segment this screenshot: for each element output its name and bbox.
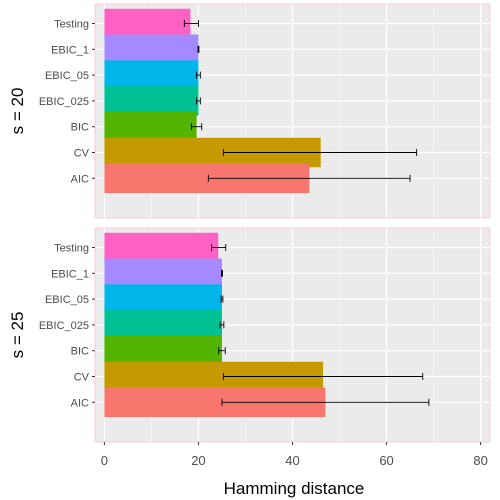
panel-label: s = 25: [8, 312, 27, 359]
error-bar-ebic-05: [220, 295, 224, 303]
x-tick-label: 60: [379, 453, 393, 468]
y-tick-label: EBIC_05: [45, 294, 89, 306]
panel-label: s = 20: [8, 88, 27, 135]
y-tick-label: CV: [74, 148, 90, 160]
error-bar-bic: [190, 123, 203, 131]
x-tick-label: 0: [101, 453, 108, 468]
error-bar-cv: [222, 373, 424, 380]
bar-testing: [104, 232, 219, 263]
bar-bic: [104, 111, 197, 142]
error-bar-testing: [211, 244, 227, 251]
error-bar-aic: [207, 174, 411, 182]
y-tick-label: AIC: [71, 173, 89, 185]
error-bar-ebic-1: [221, 269, 223, 277]
y-tick-label: CV: [74, 372, 90, 384]
error-bar-ebic-025: [196, 97, 201, 105]
bar-ebic-1: [104, 258, 222, 289]
bar-ebic-025: [104, 86, 199, 116]
x-tick-label: 20: [191, 453, 205, 468]
panel-strip-labels: s = 20 s = 25: [8, 88, 27, 359]
bar-ebic-1: [104, 34, 199, 65]
y-tick-label: BIC: [71, 122, 89, 134]
bar-ebic-025: [104, 310, 222, 340]
x-tick-label: 40: [285, 453, 299, 468]
error-bar-cv: [222, 149, 418, 156]
y-tick-label: Testing: [54, 19, 89, 31]
error-bar-ebic-1: [197, 45, 200, 53]
y-tick-label: EBIC_05: [45, 70, 89, 82]
y-tick-label: AIC: [71, 397, 89, 409]
error-bar-bic: [218, 347, 226, 355]
bar-bic: [104, 335, 222, 366]
x-axis-label: Hamming distance: [224, 479, 365, 498]
x-tick-label: 80: [473, 453, 487, 468]
panel-1: Testing EBIC_1 EBIC_05 EBIC_025 BIC CV AIC: [39, 3, 491, 219]
bar-ebic-05: [104, 60, 199, 90]
bar-testing: [104, 8, 191, 39]
y-tick-label: EBIC_1: [51, 268, 89, 280]
y-tick-label: BIC: [71, 346, 89, 358]
panel-2: Testing EBIC_1 EBIC_05 EBIC_025 BIC CV AIC: [39, 227, 491, 443]
x-axis: 0 20 40 60 80: [101, 442, 488, 468]
y-tick-label: EBIC_025: [39, 320, 89, 332]
error-bar-ebic-05: [196, 71, 201, 79]
y-tick-label: EBIC_1: [51, 44, 89, 56]
error-bar-aic: [221, 398, 430, 406]
y-tick-label: EBIC_025: [39, 96, 89, 108]
error-bar-ebic-025: [219, 321, 225, 329]
y-tick-label: Testing: [54, 243, 89, 255]
error-bar-testing: [183, 20, 199, 27]
bar-ebic-05: [104, 284, 222, 314]
